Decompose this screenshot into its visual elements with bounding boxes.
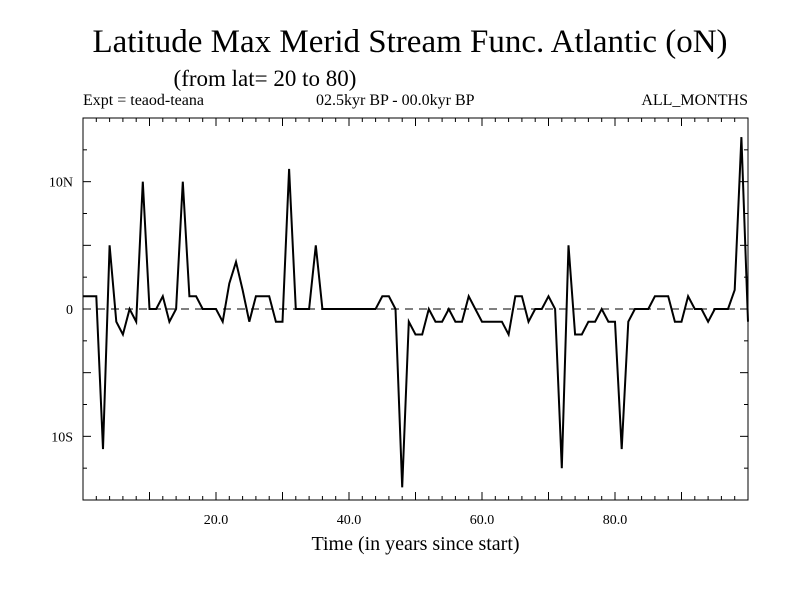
experiment-label: Expt = teaod-teana — [83, 92, 204, 109]
x-tick-label: 60.0 — [470, 513, 495, 528]
x-tick-label: 80.0 — [603, 513, 628, 528]
chart-subtitle: (from lat= 20 to 80) — [173, 66, 357, 91]
months-label: ALL_MONTHS — [641, 92, 748, 109]
y-tick-label: 10N — [49, 176, 73, 191]
x-tick-label: 40.0 — [337, 513, 362, 528]
chart-title: Latitude Max Merid Stream Func. Atlantic… — [92, 24, 728, 60]
x-tick-label: 20.0 — [204, 513, 229, 528]
y-tick-label: 0 — [66, 303, 73, 318]
y-tick-label: 10S — [51, 430, 73, 445]
period-label: 02.5kyr BP - 00.0kyr BP — [316, 92, 475, 109]
x-axis-label: Time (in years since start) — [311, 533, 520, 555]
series-line — [83, 137, 749, 488]
